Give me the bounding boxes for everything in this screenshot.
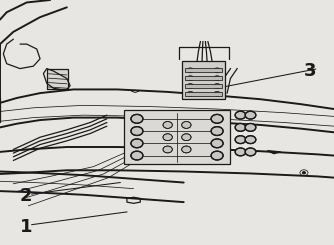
Circle shape	[245, 123, 256, 131]
Circle shape	[235, 136, 246, 144]
Circle shape	[211, 127, 223, 135]
Circle shape	[187, 91, 194, 96]
Circle shape	[214, 76, 220, 81]
Circle shape	[163, 122, 172, 128]
FancyBboxPatch shape	[185, 92, 222, 96]
Text: 2: 2	[20, 187, 32, 205]
Circle shape	[131, 114, 143, 123]
Text: 3: 3	[304, 62, 316, 80]
Circle shape	[187, 84, 194, 88]
FancyBboxPatch shape	[185, 76, 222, 80]
Circle shape	[163, 146, 172, 153]
Circle shape	[182, 146, 191, 153]
Circle shape	[245, 136, 256, 144]
Circle shape	[163, 134, 172, 141]
Circle shape	[235, 148, 246, 156]
Polygon shape	[267, 151, 281, 154]
Circle shape	[235, 123, 246, 131]
Circle shape	[131, 139, 143, 148]
Circle shape	[245, 148, 256, 156]
Circle shape	[214, 68, 220, 73]
Text: 1: 1	[20, 218, 32, 236]
Circle shape	[245, 111, 256, 119]
FancyBboxPatch shape	[182, 61, 225, 99]
Circle shape	[187, 76, 194, 81]
Circle shape	[131, 127, 143, 135]
FancyBboxPatch shape	[185, 84, 222, 88]
Circle shape	[211, 139, 223, 148]
Circle shape	[211, 151, 223, 160]
Circle shape	[182, 122, 191, 128]
Circle shape	[302, 172, 306, 174]
Circle shape	[182, 134, 191, 141]
Circle shape	[211, 114, 223, 123]
Circle shape	[214, 91, 220, 96]
Circle shape	[131, 151, 143, 160]
FancyBboxPatch shape	[185, 68, 222, 72]
Circle shape	[187, 68, 194, 73]
FancyBboxPatch shape	[124, 110, 230, 164]
Circle shape	[235, 111, 246, 119]
FancyBboxPatch shape	[47, 69, 68, 89]
Circle shape	[214, 84, 220, 88]
